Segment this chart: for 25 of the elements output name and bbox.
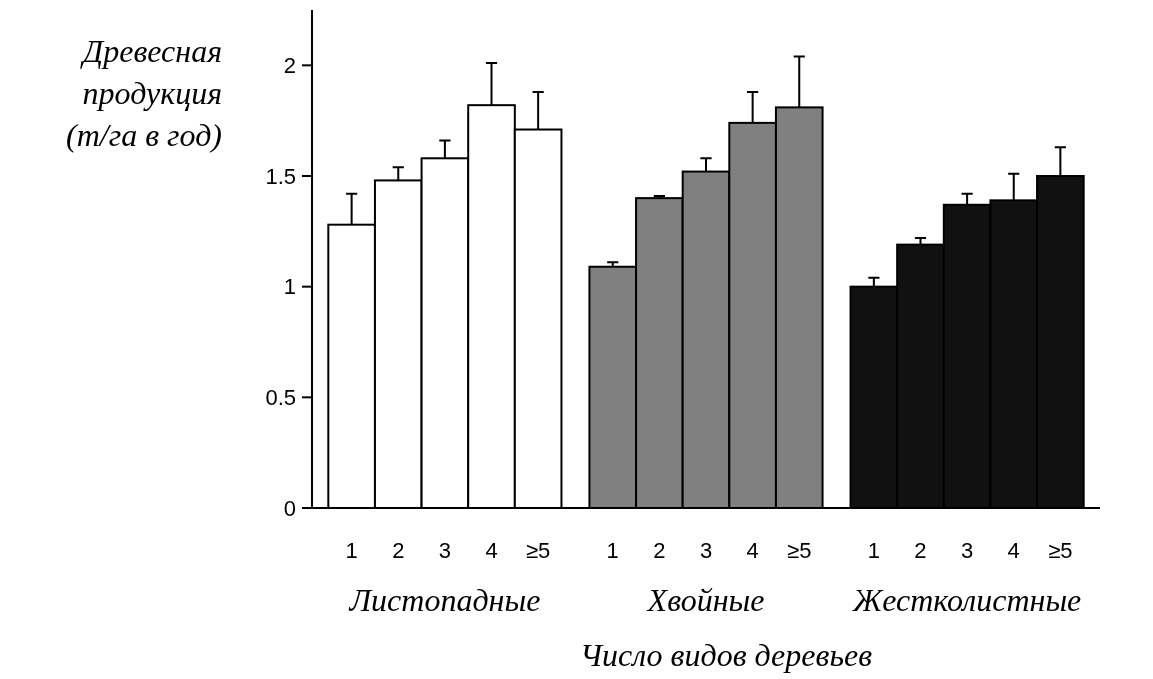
x-tick-label: 3 bbox=[960, 538, 974, 563]
x-tick-label: 1 bbox=[867, 538, 880, 563]
y-tick-label: 0.5 bbox=[265, 385, 296, 411]
x-tick-label: 4 bbox=[1007, 538, 1020, 563]
x-tick-label: 2 bbox=[653, 538, 666, 563]
x-tick-label: 4 bbox=[746, 538, 759, 563]
x-tick-label: 2 bbox=[914, 538, 927, 563]
x-tick-label: 1 bbox=[606, 538, 619, 563]
y-axis-title: Древесная продукция (т/га в год) bbox=[66, 33, 222, 153]
y-tick-label: 2 bbox=[283, 53, 296, 79]
x-tick-label: ≥5 bbox=[787, 538, 812, 563]
y-tick-label: 1.5 bbox=[265, 163, 296, 189]
text: Жестколистные bbox=[851, 582, 1082, 618]
x-axis-title: Число видов деревьев bbox=[579, 637, 873, 673]
text: Листопадные bbox=[348, 582, 541, 618]
text: Хвойные bbox=[645, 582, 765, 618]
x-tick-label: 2 bbox=[392, 538, 405, 563]
x-tick-label: 1 bbox=[345, 538, 358, 563]
y-tick-label: 0 bbox=[283, 495, 296, 521]
x-tick-label: 3 bbox=[438, 538, 452, 563]
x-tick-label: ≥5 bbox=[1048, 538, 1073, 563]
x-tick-label: 3 bbox=[699, 538, 713, 563]
y-tick-label: 1 bbox=[283, 274, 296, 300]
x-tick-label: ≥5 bbox=[525, 538, 551, 563]
x-tick-label: 4 bbox=[485, 538, 498, 563]
